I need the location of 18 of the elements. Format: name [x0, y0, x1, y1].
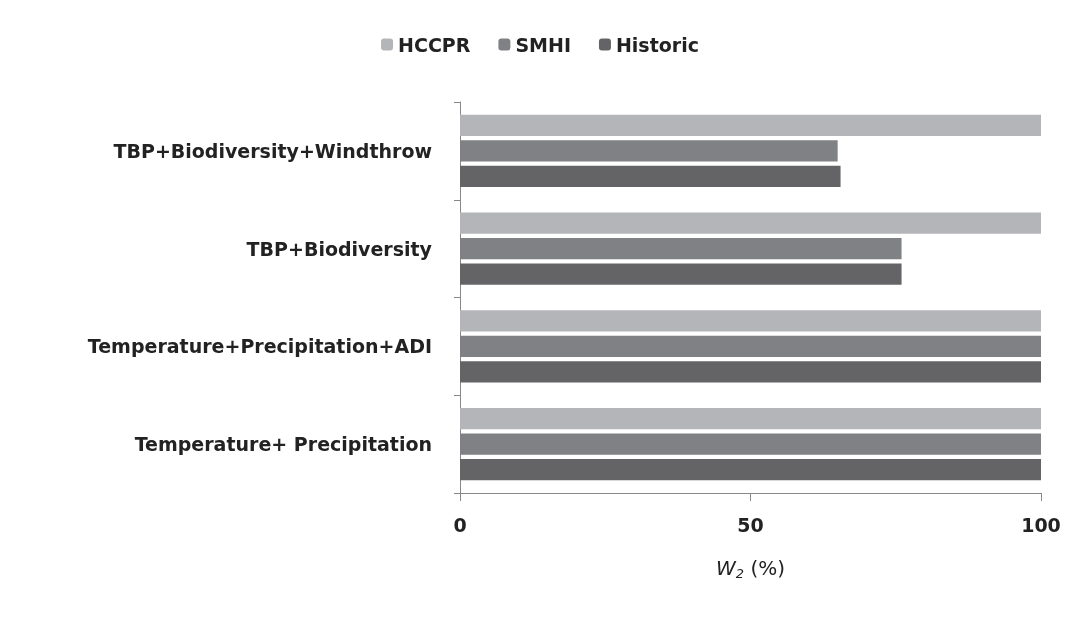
- bar: [460, 212, 1041, 234]
- bar: [460, 407, 1041, 430]
- legend-label: SMHI: [515, 33, 571, 56]
- bar: [460, 263, 902, 285]
- bar: [460, 165, 841, 188]
- bar: [460, 361, 1041, 383]
- bar: [460, 459, 1041, 481]
- y-tick-label: Temperature+ Precipitation: [134, 433, 432, 456]
- legend-label: HCCPR: [398, 33, 471, 56]
- bar: [460, 310, 1041, 332]
- x-tick-label: 0: [453, 513, 467, 536]
- y-tick-label: TBP+Biodiversity+Windthrow: [113, 139, 432, 162]
- y-tick-label: TBP+Biodiversity: [246, 237, 433, 260]
- y-tick-label: Temperature+Precipitation+ADI: [87, 335, 432, 358]
- x-tick-label: 100: [1021, 513, 1061, 536]
- x-tick-label: 50: [737, 513, 764, 536]
- legend-label: Historic: [615, 33, 699, 56]
- bar: [460, 114, 1041, 136]
